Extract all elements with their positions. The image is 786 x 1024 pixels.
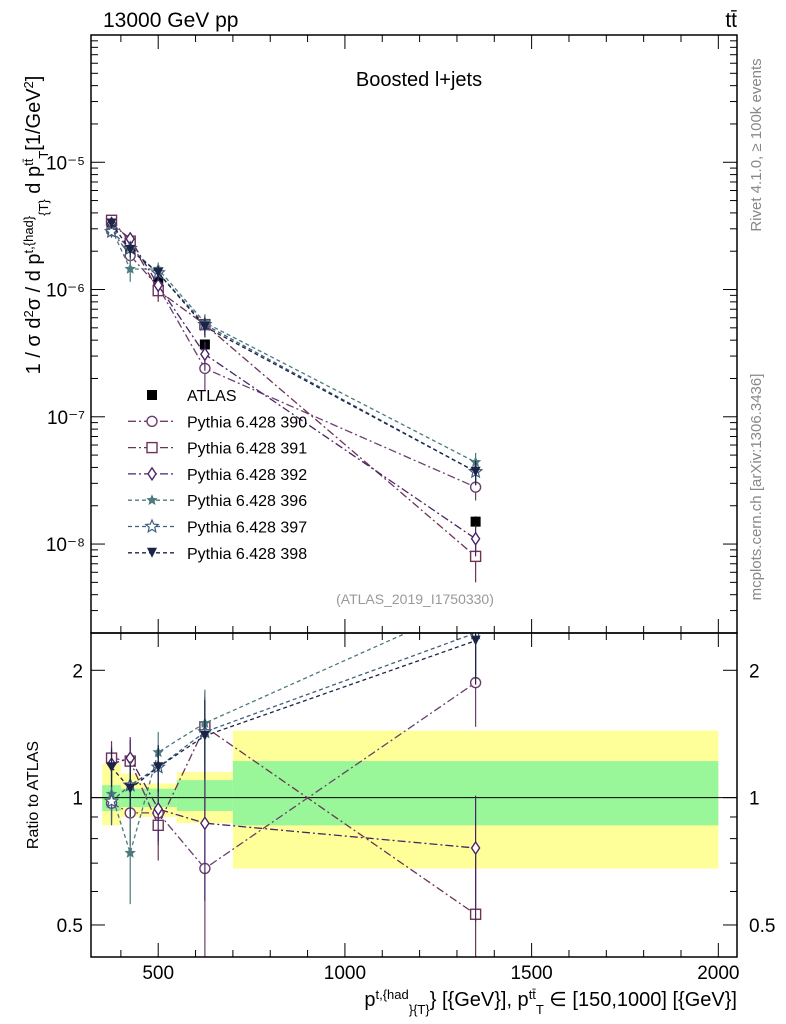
ratio-panel: 500 1000 1500 2000 0.5 0.5 1 1 2 2 Ratio to ATLAS — [25, 632, 775, 984]
legend-marker — [146, 494, 158, 506]
legend-marker — [147, 390, 157, 400]
main-frame — [90, 34, 738, 634]
x-axis-label: pt,{had}{T}} [{GeV}], ptt̄T ∈ [150,1000]… — [364, 987, 737, 1017]
ratio-point — [199, 730, 210, 741]
data-point — [153, 267, 164, 278]
legend-marker — [144, 518, 160, 534]
ratio-y-tick-label: 1 — [72, 789, 83, 810]
ratio-uncertainty-band — [91, 730, 737, 869]
main-axes: 10⁻⁸ 10⁻⁷ 10⁻⁶ 10⁻⁵ — [46, 34, 737, 634]
ratio-point — [153, 762, 164, 773]
legend: ATLAS Pythia 6.428 390 Pythia 6.428 391 Pyt… — [128, 388, 307, 563]
main-y-axis-label: 1 / σ d2σ / d pt,{had}{T} d ptt̄T[1/GeV2… — [21, 76, 51, 375]
ratio-y-tick-label: 2 — [72, 661, 83, 682]
ratio-point — [470, 840, 481, 856]
data-point — [199, 321, 210, 332]
ratio-point — [103, 793, 120, 808]
ratio-series-line — [111, 725, 476, 915]
ratio-point — [200, 815, 210, 831]
ratio-y-tick-label: 0.5 — [57, 916, 83, 937]
legend-marker — [146, 441, 158, 454]
ratio-point — [106, 762, 117, 773]
ratio-point — [153, 801, 164, 817]
ratio-y-tick-label-right: 1 — [749, 789, 760, 810]
data-point — [470, 466, 481, 477]
main-y-tick-label: 10⁻⁶ — [46, 281, 85, 302]
data-point — [470, 516, 481, 527]
x-tick-label: 1000 — [324, 963, 366, 984]
main-title: Boosted l+jets — [356, 69, 482, 91]
analysis-watermark: (ATLAS_2019_I1750330) — [336, 591, 494, 607]
series-line — [111, 231, 476, 473]
main-y-tick-label: 10⁻⁵ — [46, 153, 85, 174]
header-title: 13000 GeV pp — [103, 9, 238, 32]
ratio-point — [124, 846, 136, 858]
legend-label: Pythia 6.428 390 — [187, 414, 307, 431]
data-point — [470, 531, 481, 547]
ratio-axes: 500 1000 1500 2000 0.5 0.5 1 1 2 2 — [57, 633, 775, 984]
legend-label: Pythia 6.428 392 — [187, 467, 307, 484]
ratio-frame — [90, 632, 738, 958]
header-process: tt̄ — [725, 9, 737, 32]
ratio-data-layer — [103, 633, 482, 957]
main-y-tick-label: 10⁻⁸ — [46, 535, 85, 556]
data-point — [153, 278, 164, 293]
legend-marker — [146, 415, 158, 427]
ratio-y-tick-label-right: 2 — [749, 661, 760, 682]
x-tick-label: 2000 — [697, 963, 739, 984]
series-line — [111, 222, 476, 540]
x-tick-label: 500 — [142, 963, 174, 984]
main-y-tick-label: 10⁻⁷ — [47, 408, 85, 429]
ratio-series-group — [103, 633, 482, 957]
rivet-version-label: Rivet 4.1.0, ≥ 100k events — [748, 58, 765, 231]
ratio-y-axis-label: Ratio to ATLAS — [25, 741, 42, 849]
mcplots-label: mcplots.cern.ch [arXiv:1306.3436] — [748, 374, 765, 601]
ratio-point — [470, 635, 481, 646]
data-point — [124, 263, 136, 274]
series-line — [110, 223, 476, 473]
x-tick-label: 1500 — [510, 963, 552, 984]
ratio-point — [125, 783, 136, 794]
legend-label: Pythia 6.428 398 — [187, 546, 307, 563]
data-point — [200, 346, 210, 362]
ratio-y-tick-label-right: 0.5 — [749, 916, 775, 937]
legend-label: Pythia 6.428 391 — [187, 441, 307, 458]
legend-label: Pythia 6.428 397 — [187, 520, 307, 537]
data-point — [106, 218, 117, 229]
main-panel: 10⁻⁸ 10⁻⁷ 10⁻⁶ 10⁻⁵ Boosted l+jets (ATLAS_2… — [21, 34, 738, 634]
legend-marker — [147, 547, 157, 558]
main-data-layer — [103, 214, 484, 583]
legend-marker — [147, 466, 157, 482]
legend-label: ATLAS — [187, 388, 237, 405]
data-point — [125, 244, 136, 255]
legend-label: Pythia 6.428 396 — [187, 493, 307, 510]
